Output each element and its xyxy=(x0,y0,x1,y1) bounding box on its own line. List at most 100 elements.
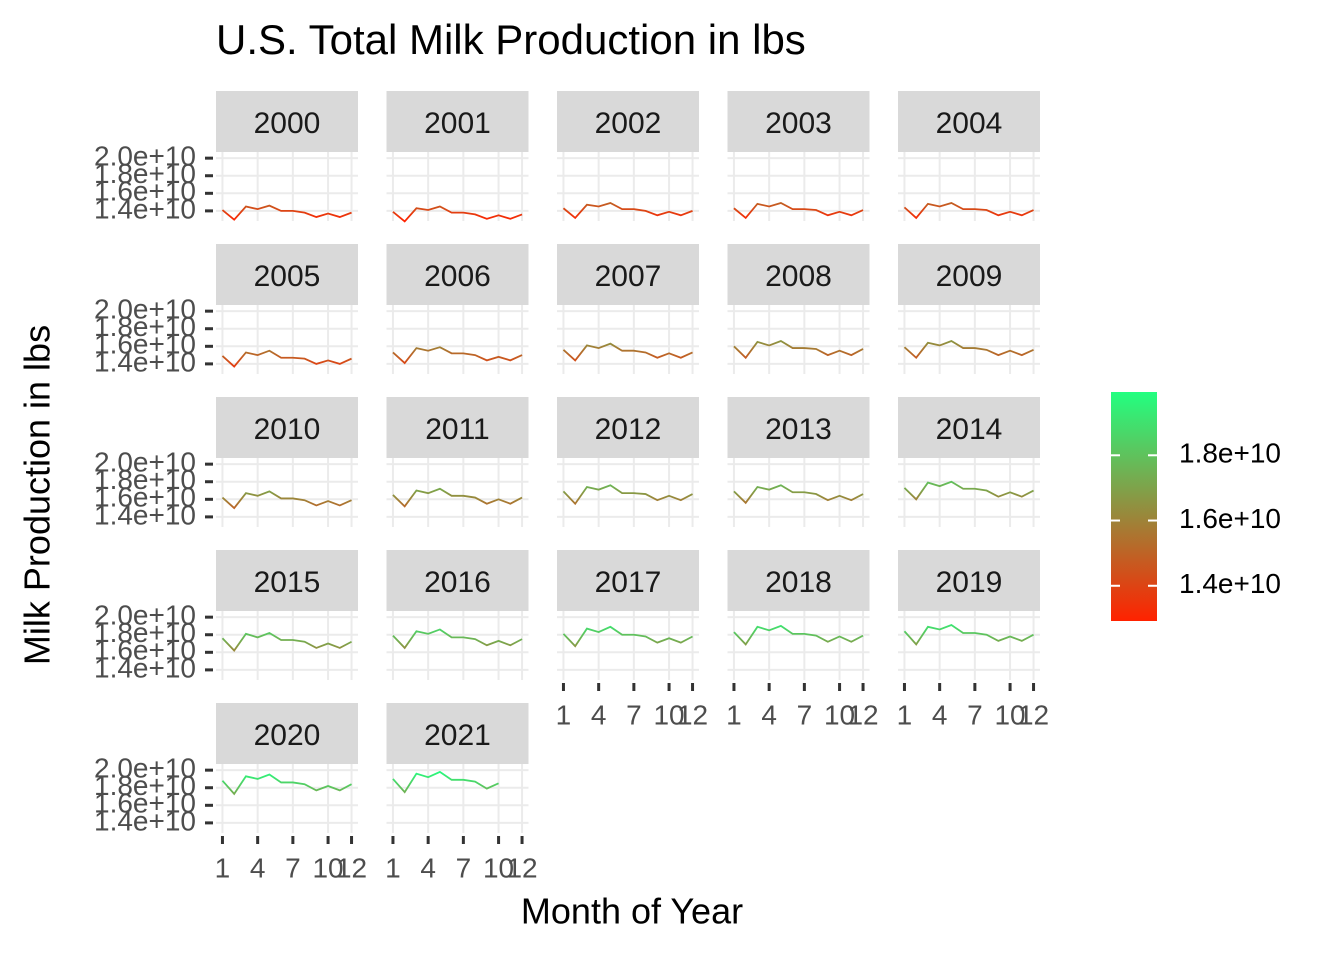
panel xyxy=(216,764,358,833)
strip xyxy=(216,550,358,611)
strip-label: 2002 xyxy=(595,107,662,140)
line xyxy=(903,202,1034,220)
line xyxy=(562,625,693,648)
strip-label: 2018 xyxy=(765,566,832,599)
x-tick-label: 4 xyxy=(420,852,436,883)
y-tick-label: 2.0e+10 xyxy=(94,447,196,478)
x-tick-label: 7 xyxy=(626,699,642,730)
line xyxy=(903,480,1034,501)
y-tick-label: 1.6e+10 xyxy=(94,788,196,819)
panel xyxy=(386,458,529,527)
strip xyxy=(727,244,870,305)
line xyxy=(562,342,693,362)
y-tick-label: 1.6e+10 xyxy=(94,329,196,360)
strip-label: 2004 xyxy=(936,107,1003,140)
y-tick-label: 2.0e+10 xyxy=(94,294,196,325)
strip xyxy=(386,550,529,611)
x-tick-label: 1 xyxy=(385,852,401,883)
x-tick-label: 10 xyxy=(653,699,684,730)
panel xyxy=(898,305,1040,374)
y-axis-title: Milk Production in lbs xyxy=(17,325,58,665)
y-tick-label: 1.4e+10 xyxy=(94,652,196,683)
strip-label: 2011 xyxy=(425,413,490,446)
line xyxy=(733,484,864,505)
strip-label: 2010 xyxy=(254,413,321,446)
x-tick-label: 10 xyxy=(994,699,1025,730)
strip-label: 2019 xyxy=(936,566,1003,599)
x-tick-label: 4 xyxy=(250,852,266,883)
y-tick-label: 1.6e+10 xyxy=(94,635,196,666)
strip-label: 2003 xyxy=(765,107,832,140)
line xyxy=(562,484,693,506)
panel xyxy=(727,611,870,680)
y-tick-label: 1.6e+10 xyxy=(94,176,196,207)
x-axis-title: Month of Year xyxy=(521,891,743,932)
strip xyxy=(216,703,358,764)
strip xyxy=(898,244,1040,305)
colorbar-label: 1.6e+10 xyxy=(1179,503,1281,534)
x-tick-label: 12 xyxy=(847,699,878,730)
x-tick-label: 1 xyxy=(215,852,231,883)
line xyxy=(562,202,693,220)
strip-label: 2005 xyxy=(254,260,321,293)
y-tick-label: 1.8e+10 xyxy=(94,311,196,342)
x-tick-label: 12 xyxy=(1018,699,1049,730)
x-tick-label: 10 xyxy=(824,699,855,730)
x-tick-label: 10 xyxy=(312,852,343,883)
x-tick-label: 7 xyxy=(967,699,983,730)
strip xyxy=(386,91,529,152)
line xyxy=(733,340,864,360)
strip xyxy=(557,397,699,458)
line xyxy=(221,631,352,652)
strip xyxy=(386,397,529,458)
strip-label: 2001 xyxy=(424,107,491,140)
strip xyxy=(898,397,1040,458)
x-tick-label: 7 xyxy=(456,852,472,883)
strip xyxy=(216,244,358,305)
y-tick-label: 2.0e+10 xyxy=(94,753,196,784)
strip xyxy=(216,397,358,458)
panel xyxy=(727,305,870,374)
x-tick-label: 4 xyxy=(761,699,777,730)
x-tick-label: 12 xyxy=(506,852,537,883)
y-tick-label: 2.0e+10 xyxy=(94,141,196,172)
strip xyxy=(557,244,699,305)
panel xyxy=(386,764,529,833)
strip xyxy=(557,91,699,152)
line xyxy=(221,773,352,796)
strip-label: 2006 xyxy=(424,260,491,293)
panel xyxy=(386,152,529,221)
strip-label: 2021 xyxy=(424,719,491,752)
strip xyxy=(898,550,1040,611)
y-tick-label: 1.8e+10 xyxy=(94,158,196,189)
line xyxy=(392,346,523,365)
strip-label: 2007 xyxy=(595,260,662,293)
x-tick-label: 1 xyxy=(556,699,572,730)
y-tick-label: 1.4e+10 xyxy=(94,346,196,377)
line xyxy=(392,205,523,223)
panel xyxy=(386,305,529,374)
strip-label: 2016 xyxy=(424,566,491,599)
line xyxy=(903,624,1034,646)
strip-label: 2008 xyxy=(765,260,832,293)
line xyxy=(392,770,499,794)
x-tick-label: 12 xyxy=(336,852,367,883)
x-tick-label: 1 xyxy=(897,699,913,730)
panel xyxy=(216,458,358,527)
y-tick-label: 1.8e+10 xyxy=(94,464,196,495)
strip xyxy=(898,91,1040,152)
strip xyxy=(557,550,699,611)
panel xyxy=(386,611,529,680)
panel xyxy=(216,152,358,221)
colorbar-label: 1.4e+10 xyxy=(1179,568,1281,599)
line xyxy=(221,349,352,368)
line xyxy=(733,624,864,646)
strip-label: 2013 xyxy=(765,413,832,446)
y-tick-label: 2.0e+10 xyxy=(94,600,196,631)
colorbar-label: 1.8e+10 xyxy=(1179,438,1281,469)
strip xyxy=(386,244,529,305)
panel xyxy=(557,305,699,374)
y-tick-label: 1.6e+10 xyxy=(94,482,196,513)
chart-title: U.S. Total Milk Production in lbs xyxy=(216,16,806,63)
x-tick-label: 12 xyxy=(677,699,708,730)
